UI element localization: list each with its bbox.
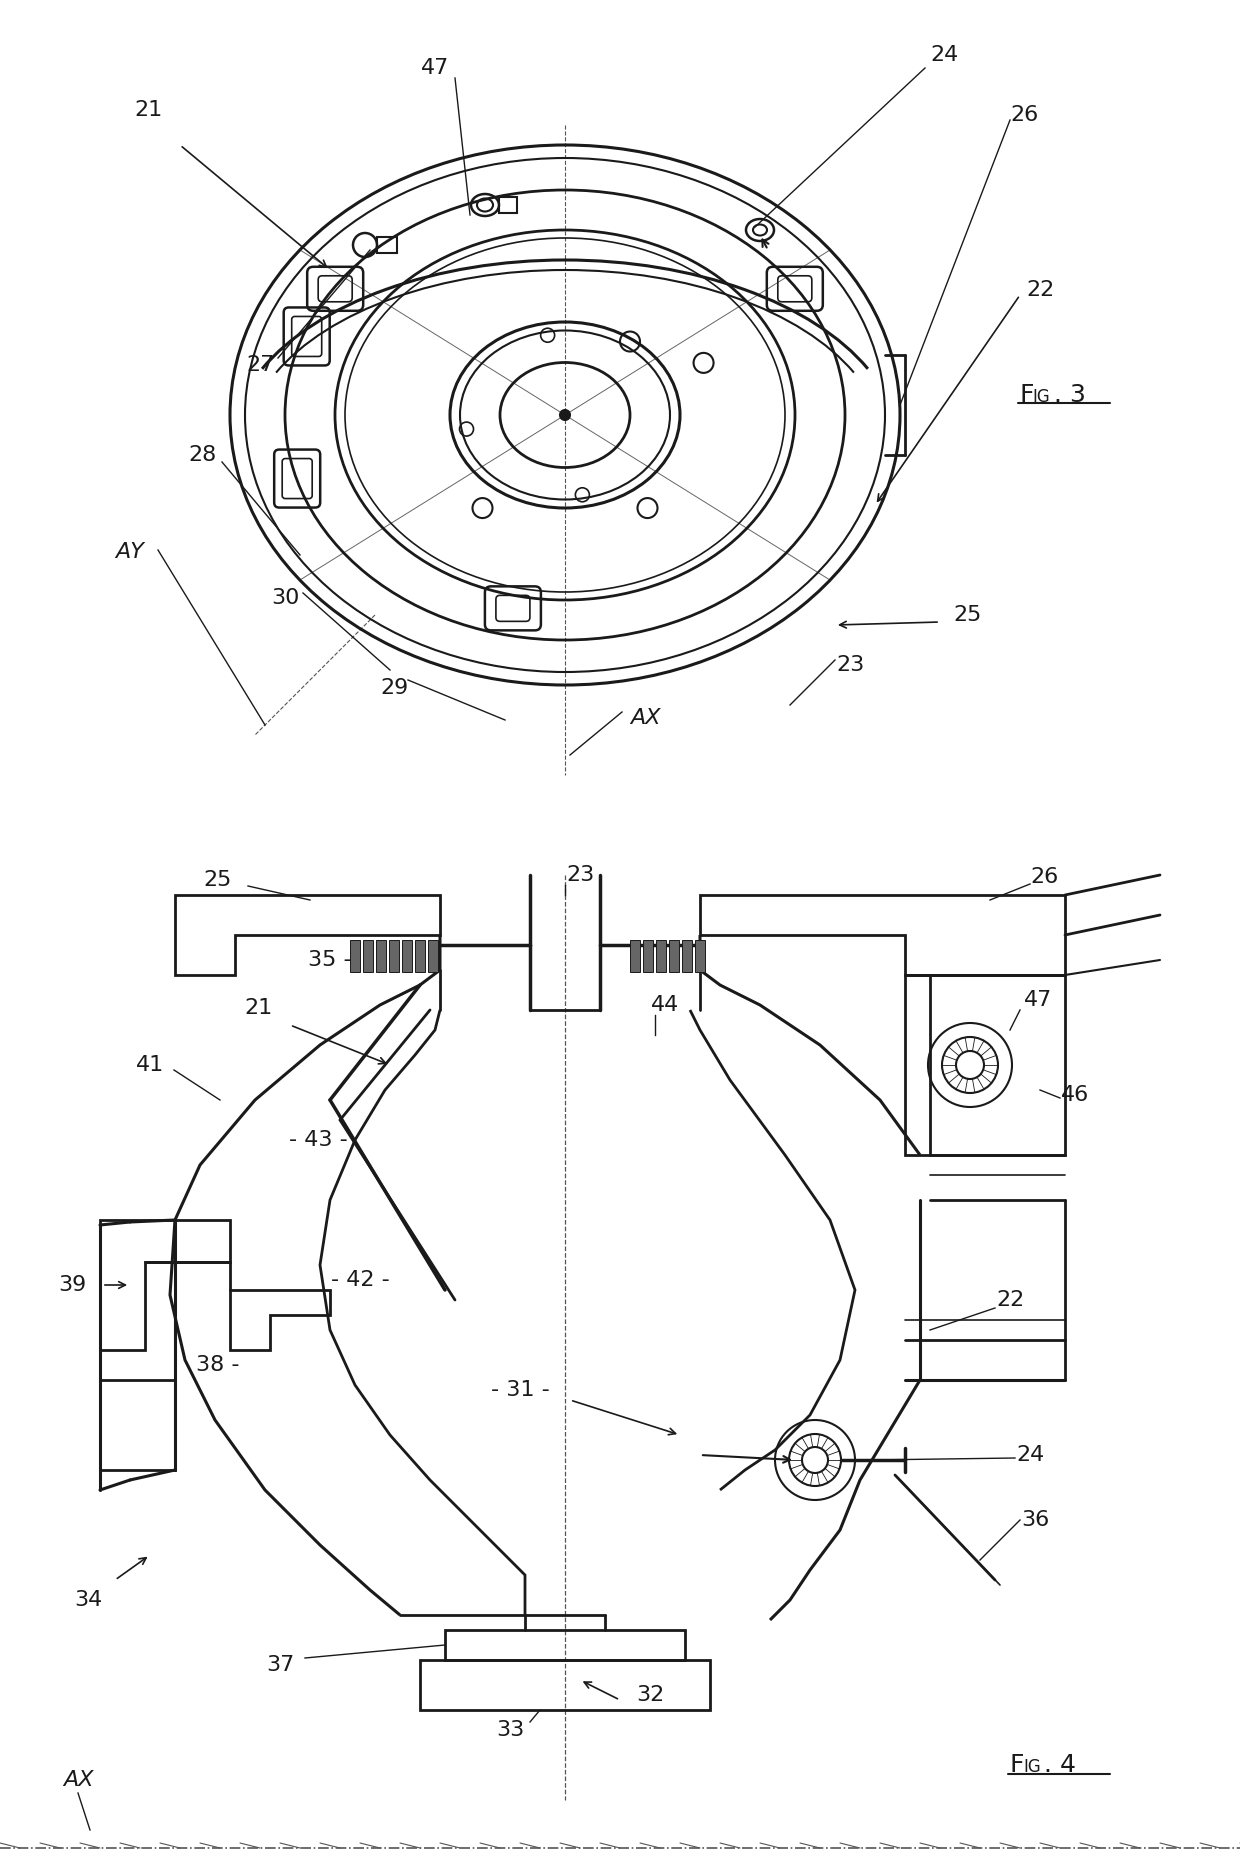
Text: - 43 -: - 43 - bbox=[289, 1130, 347, 1151]
Text: 26: 26 bbox=[1030, 866, 1059, 887]
Text: . 4: . 4 bbox=[1044, 1753, 1076, 1777]
Text: IG: IG bbox=[1032, 389, 1050, 405]
Text: 26: 26 bbox=[1011, 104, 1039, 125]
Text: 25: 25 bbox=[203, 870, 232, 890]
Text: 33: 33 bbox=[496, 1720, 525, 1740]
Bar bbox=[363, 941, 373, 972]
Text: 38 -: 38 - bbox=[196, 1355, 239, 1376]
Text: 22: 22 bbox=[1025, 281, 1054, 299]
Bar bbox=[670, 941, 680, 972]
Text: 46: 46 bbox=[1061, 1086, 1089, 1104]
Bar bbox=[630, 941, 640, 972]
Text: 34: 34 bbox=[74, 1589, 102, 1610]
Text: 44: 44 bbox=[651, 995, 680, 1015]
Text: 21: 21 bbox=[244, 998, 272, 1019]
Bar bbox=[644, 941, 653, 972]
Text: AX: AX bbox=[630, 708, 660, 729]
Text: 30: 30 bbox=[270, 587, 299, 608]
Text: 39: 39 bbox=[58, 1275, 86, 1296]
Text: 21: 21 bbox=[134, 100, 162, 121]
Text: F: F bbox=[1021, 383, 1034, 407]
Text: AX: AX bbox=[63, 1770, 93, 1790]
Bar bbox=[350, 941, 360, 972]
Text: 22: 22 bbox=[996, 1290, 1024, 1311]
Text: 29: 29 bbox=[381, 679, 409, 697]
Text: 41: 41 bbox=[136, 1056, 164, 1075]
Text: 37: 37 bbox=[265, 1655, 294, 1675]
Text: AY: AY bbox=[115, 543, 144, 561]
Text: . 3: . 3 bbox=[1054, 383, 1086, 407]
Text: 24: 24 bbox=[931, 45, 959, 65]
Text: F: F bbox=[1011, 1753, 1024, 1777]
Bar bbox=[694, 941, 706, 972]
Circle shape bbox=[560, 411, 570, 420]
Text: 47: 47 bbox=[420, 58, 449, 78]
Bar bbox=[656, 941, 666, 972]
Bar bbox=[376, 941, 386, 972]
Text: 28: 28 bbox=[188, 444, 216, 465]
Text: IG: IG bbox=[1023, 1759, 1040, 1775]
Text: 23: 23 bbox=[565, 864, 594, 885]
Text: 27: 27 bbox=[246, 355, 274, 376]
Text: 24: 24 bbox=[1016, 1444, 1044, 1465]
Bar bbox=[428, 941, 438, 972]
Bar bbox=[682, 941, 692, 972]
Text: 35 -: 35 - bbox=[309, 950, 352, 970]
Text: 25: 25 bbox=[954, 604, 982, 625]
Bar bbox=[402, 941, 412, 972]
Text: 47: 47 bbox=[1024, 991, 1052, 1009]
Bar bbox=[415, 941, 425, 972]
Text: - 31 -: - 31 - bbox=[491, 1379, 549, 1400]
Text: 32: 32 bbox=[636, 1684, 665, 1705]
Text: 36: 36 bbox=[1021, 1510, 1049, 1530]
Bar bbox=[389, 941, 399, 972]
Text: 23: 23 bbox=[836, 654, 864, 675]
Text: - 42 -: - 42 - bbox=[331, 1270, 389, 1290]
